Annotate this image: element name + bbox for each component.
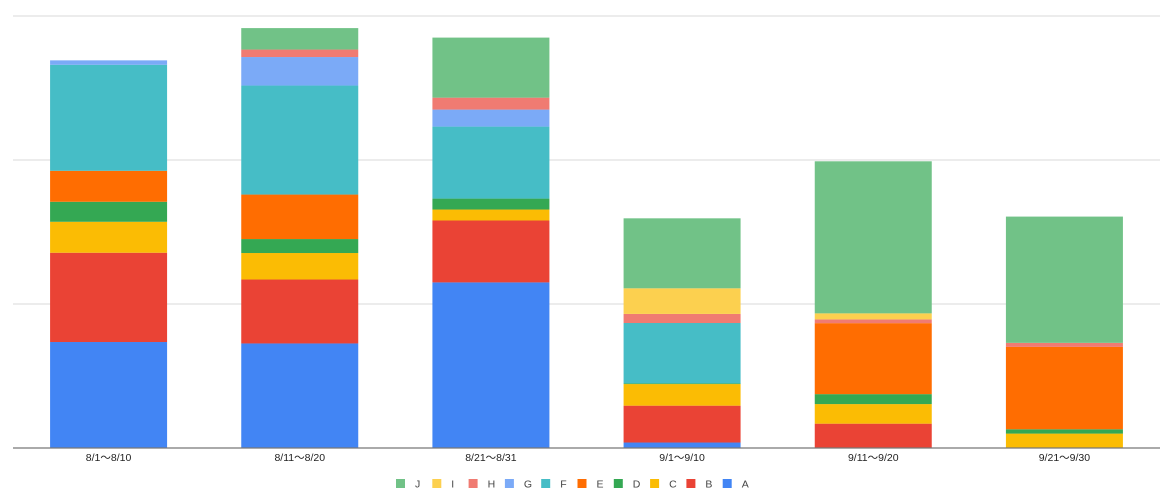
legend-item-I: I (432, 479, 454, 491)
legend-label: B (705, 479, 712, 491)
bar-segment-I (814, 313, 932, 320)
bar-segment-G (241, 57, 359, 86)
legend-item-G: G (504, 479, 532, 491)
bar-segment-J (623, 218, 741, 289)
legend-item-A: A (722, 479, 749, 491)
bar-segment-G (50, 60, 168, 65)
bar-stack (1005, 216, 1123, 448)
bar-segment-H (432, 97, 550, 110)
legend-label: E (597, 479, 604, 491)
bar-segment-J (1005, 216, 1123, 343)
bar-segment-B (623, 405, 741, 443)
bar-segment-E (241, 194, 359, 240)
bar-segment-D (50, 201, 168, 222)
legend-swatch (650, 479, 660, 488)
gridlines (13, 15, 1160, 305)
bar-segment-H (241, 49, 359, 58)
bar-segment-C (1005, 433, 1123, 448)
x-tick-label: 8/1〜8/10 (86, 452, 132, 464)
legend-label: H (488, 479, 496, 491)
x-tick-label: 9/21〜9/30 (1039, 452, 1091, 464)
legend-swatch (686, 479, 696, 488)
bar-segment-E (1005, 346, 1123, 430)
bar-segment-D (432, 198, 550, 210)
legend-label: F (560, 479, 566, 491)
bar-segment-D (241, 239, 359, 254)
bar-segment-C (623, 384, 741, 406)
legend-item-D: D (613, 479, 641, 491)
bar-segment-H (1005, 342, 1123, 347)
bar-segment-J (432, 37, 550, 98)
legend-item-F: F (541, 479, 567, 491)
bar-segment-C (241, 253, 359, 280)
x-tick-label: 8/11〜8/20 (274, 452, 325, 464)
bar-segment-G (432, 109, 550, 127)
legend-label: I (451, 479, 454, 491)
bar-segment-B (432, 220, 550, 283)
bar-segment-J (241, 28, 359, 50)
bar-stack (241, 28, 359, 448)
legend-swatch (613, 479, 623, 488)
legend-swatch (432, 479, 442, 488)
legend-label: D (633, 479, 641, 491)
bar-segment-C (432, 209, 550, 221)
bar-segment-H (814, 319, 932, 324)
bar-stack (623, 218, 741, 448)
legend-item-C: C (650, 479, 677, 491)
legend-label: J (415, 479, 420, 491)
x-tick-label: 9/1〜9/10 (659, 452, 705, 464)
bar-segment-J (814, 161, 932, 314)
bar-segment-D (1005, 429, 1123, 434)
bar-segment-A (241, 343, 359, 448)
bar-segment-F (432, 126, 550, 199)
legend-item-H: H (468, 479, 496, 491)
bar-segment-H (623, 313, 741, 324)
bar-segment-E (50, 170, 168, 202)
bar-segment-D (623, 383, 741, 385)
bar-stack (50, 60, 168, 448)
bar-segment-E (814, 323, 932, 395)
legend-swatch (722, 479, 732, 488)
legend-label: A (742, 479, 749, 491)
bar-segment-C (50, 221, 168, 253)
x-tick-label: 8/21〜8/31 (465, 452, 517, 464)
x-tick-label: 9/11〜9/20 (848, 452, 899, 464)
bar-segment-B (814, 423, 932, 448)
legend-item-B: B (686, 479, 712, 491)
bar-segment-B (241, 279, 359, 344)
bar-segment-A (432, 282, 550, 448)
bar-segment-A (50, 342, 168, 448)
legend-item-J: J (396, 479, 420, 491)
bar-segment-C (814, 404, 932, 424)
x-tick-labels: 8/1〜8/10 8/11〜8/20 8/21〜8/31 9/1〜9/10 9/11〜9… (86, 452, 1090, 464)
legend-swatch (468, 479, 478, 488)
legend-swatch (577, 479, 587, 488)
legend-label: C (669, 479, 677, 491)
legend-label: G (524, 479, 532, 491)
bar-segment-F (241, 85, 359, 195)
bars (50, 28, 1123, 448)
legend-item-E: E (577, 479, 604, 491)
bar-segment-F (50, 64, 168, 171)
bar-stack (814, 161, 932, 448)
bar-segment-F (623, 323, 741, 384)
bar-stack (432, 37, 550, 448)
bar-segment-I (623, 288, 741, 314)
bar-segment-B (50, 252, 168, 343)
legend-swatch (396, 479, 405, 488)
bar-segment-A (623, 442, 741, 448)
legend-swatch (541, 479, 551, 488)
bar-segment-D (814, 394, 932, 405)
legend-swatch (504, 479, 514, 488)
